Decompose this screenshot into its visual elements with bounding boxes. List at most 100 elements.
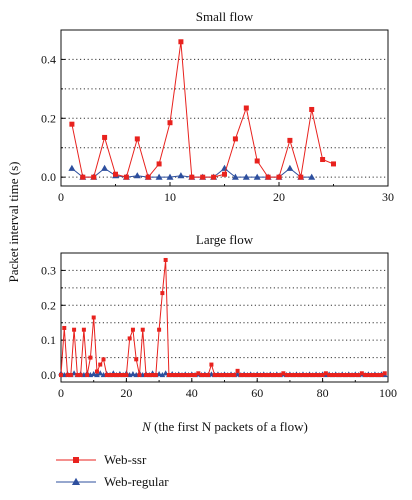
data-point-web-ssr xyxy=(81,327,86,332)
data-point-web-ssr xyxy=(258,373,263,378)
data-point-web-ssr xyxy=(65,373,70,378)
data-point-web-regular xyxy=(159,372,166,378)
data-point-web-ssr xyxy=(304,373,309,378)
y-axis-label: Packet interval time (s) xyxy=(6,162,21,283)
y-tick-label: 0.0 xyxy=(41,170,56,184)
data-point-web-ssr xyxy=(59,373,63,378)
data-point-web-ssr xyxy=(232,136,238,142)
data-point-web-ssr xyxy=(284,373,289,378)
data-point-web-ssr xyxy=(145,174,151,180)
data-point-web-ssr xyxy=(200,174,206,180)
data-point-web-ssr xyxy=(166,373,171,378)
data-point-web-ssr xyxy=(91,174,97,180)
data-point-web-regular xyxy=(242,173,250,180)
data-point-web-ssr xyxy=(287,137,293,143)
data-point-web-ssr xyxy=(91,315,96,320)
legend-label: Web-regular xyxy=(104,474,169,489)
data-point-web-ssr xyxy=(298,174,304,180)
data-point-web-ssr xyxy=(254,158,260,164)
data-point-web-ssr xyxy=(178,39,184,45)
data-point-web-ssr xyxy=(193,373,198,378)
data-point-web-ssr xyxy=(336,373,341,378)
data-point-web-ssr xyxy=(212,373,217,378)
data-point-web-regular xyxy=(97,370,104,376)
data-point-web-ssr xyxy=(248,373,253,378)
data-point-web-ssr xyxy=(137,373,142,378)
data-point-web-ssr xyxy=(274,373,279,378)
y-tick-label: 0.3 xyxy=(41,263,56,277)
y-tick-label: 0.2 xyxy=(41,298,56,312)
data-point-web-ssr xyxy=(320,157,326,163)
data-point-web-ssr xyxy=(202,373,207,378)
data-point-web-ssr xyxy=(320,373,325,378)
data-point-web-ssr xyxy=(108,373,113,378)
data-point-web-regular xyxy=(94,372,100,378)
legend: Web-ssr Web-regular xyxy=(56,452,169,489)
plot-frame xyxy=(60,252,389,383)
data-point-web-regular xyxy=(155,173,163,180)
data-point-web-ssr xyxy=(232,373,237,378)
data-point-web-ssr xyxy=(268,373,273,378)
y-tick-label: 0.0 xyxy=(41,368,56,382)
data-point-web-ssr xyxy=(69,121,75,127)
data-point-web-ssr xyxy=(225,373,230,378)
data-point-web-ssr xyxy=(379,373,384,378)
x-tick-label: 0 xyxy=(58,190,64,204)
data-point-web-ssr xyxy=(245,373,250,378)
data-point-web-ssr xyxy=(276,174,282,180)
data-point-web-ssr xyxy=(242,373,247,378)
data-point-web-ssr xyxy=(330,373,335,378)
data-point-web-regular xyxy=(101,164,109,171)
data-point-web-ssr xyxy=(238,373,243,378)
large-flow-panel: Large flow 0.0 0.1 0.2 0.3 0 20 40 60 80 100 xyxy=(41,232,397,400)
y-tick-label: 0.2 xyxy=(41,111,56,125)
data-point-web-ssr xyxy=(209,362,214,367)
data-point-web-ssr xyxy=(189,373,194,378)
data-point-web-ssr xyxy=(294,373,299,378)
data-point-web-regular xyxy=(166,173,174,180)
data-point-web-ssr xyxy=(156,161,162,167)
x-axis-label: N (the first N packets of a flow) xyxy=(141,419,308,434)
data-point-web-ssr xyxy=(124,373,129,378)
data-point-web-ssr xyxy=(222,171,227,177)
data-point-web-ssr xyxy=(271,373,276,378)
legend-label: Web-ssr xyxy=(104,452,147,467)
series-line-web-ssr xyxy=(71,41,334,179)
data-point-web-ssr xyxy=(189,174,195,180)
y-tick-label: 0.4 xyxy=(41,52,56,66)
data-point-web-ssr xyxy=(88,355,93,360)
data-point-web-ssr xyxy=(68,373,73,378)
x-tick-label: 40 xyxy=(186,386,198,400)
data-point-web-ssr xyxy=(317,373,322,378)
x-tick-label: 20 xyxy=(120,386,132,400)
data-point-web-ssr xyxy=(134,357,139,362)
data-point-web-ssr xyxy=(199,373,204,378)
data-point-web-ssr xyxy=(340,373,345,378)
data-point-web-ssr xyxy=(222,373,227,378)
data-point-web-ssr xyxy=(102,134,108,140)
data-point-web-ssr xyxy=(173,373,178,378)
data-point-web-ssr xyxy=(196,371,201,376)
data-point-web-ssr xyxy=(163,257,168,262)
data-point-web-ssr xyxy=(323,371,328,376)
data-point-web-ssr xyxy=(179,373,184,378)
data-point-web-regular xyxy=(177,172,185,179)
data-point-web-ssr xyxy=(140,327,145,332)
data-point-web-ssr xyxy=(235,368,240,373)
data-point-web-ssr xyxy=(307,373,312,378)
data-point-web-ssr xyxy=(153,373,158,378)
data-point-web-ssr xyxy=(346,373,351,378)
panel-title: Large flow xyxy=(196,232,254,247)
data-point-web-ssr xyxy=(281,371,286,376)
data-point-web-ssr xyxy=(183,373,188,378)
series-line-web-ssr xyxy=(60,259,385,376)
legend-marker-web-regular xyxy=(71,477,81,485)
data-point-web-ssr xyxy=(186,373,191,378)
data-point-web-ssr xyxy=(127,336,132,341)
data-point-web-ssr xyxy=(350,373,355,378)
data-point-web-ssr xyxy=(309,106,315,112)
panel-title: Small flow xyxy=(196,9,254,24)
plot-frame xyxy=(60,29,389,187)
data-point-web-ssr xyxy=(291,373,296,378)
